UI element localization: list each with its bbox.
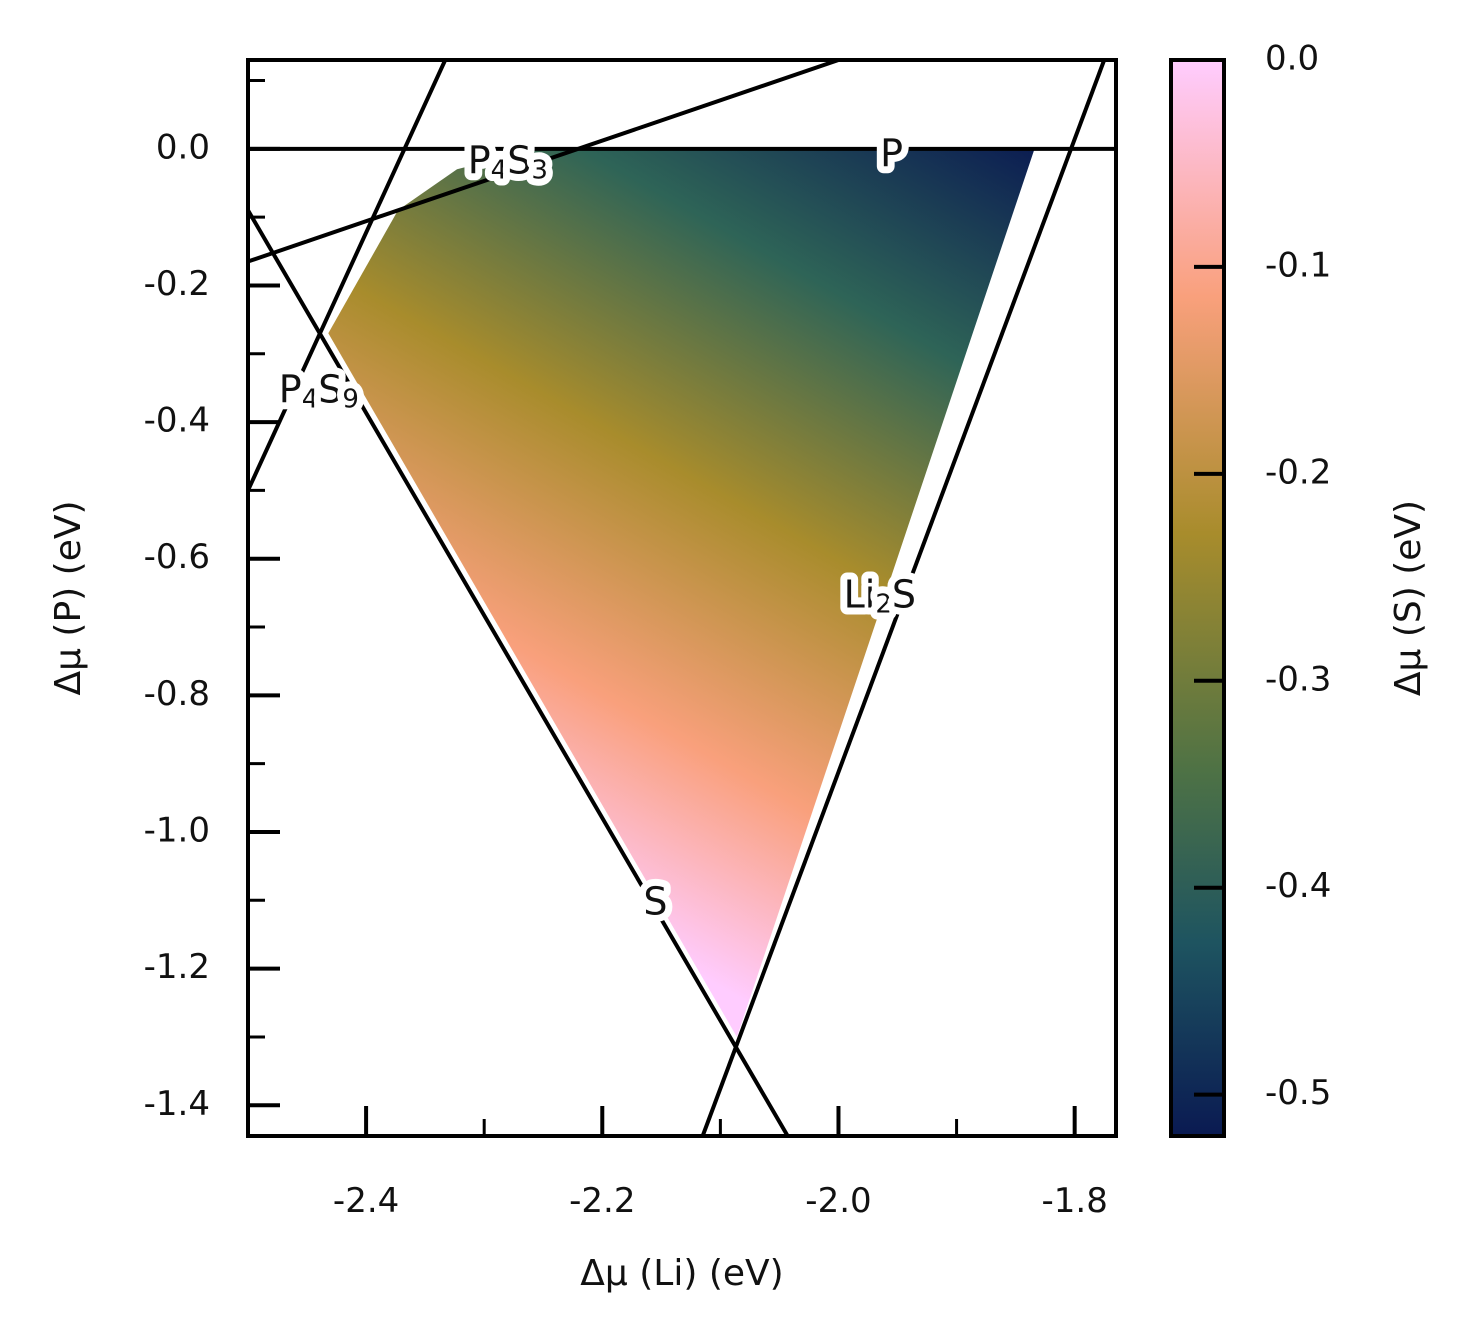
colorbar-tick-label: -0.2 <box>1265 452 1331 492</box>
y-tick-label: -0.8 <box>144 674 210 714</box>
region-label-1: P4S3 <box>468 138 548 185</box>
y-tick-label: -0.2 <box>144 264 210 304</box>
colorbar-tick-label: 0.0 <box>1265 39 1319 79</box>
x-tick-label: -2.4 <box>333 1181 399 1221</box>
colorbar-tick-label: -0.5 <box>1265 1073 1331 1113</box>
y-tick-label: -1.2 <box>144 947 210 987</box>
x-tick-label: -2.2 <box>569 1181 635 1221</box>
colorbar-tick-label: -0.1 <box>1265 245 1331 285</box>
region-label-4: S <box>643 879 667 923</box>
colorbar-gradient-bar <box>1169 58 1226 1138</box>
x-tick-label: -1.8 <box>1041 1181 1107 1221</box>
y-tick-label: -1.0 <box>144 810 210 850</box>
y-tick-label: -0.6 <box>144 537 210 577</box>
x-tick-label: -2.0 <box>805 1181 871 1221</box>
boundary-line-p4s3 <box>248 60 840 264</box>
region-label-0: P <box>880 131 903 175</box>
y-tick-label: 0.0 <box>156 127 210 167</box>
colorbar-label: Δμ (S) (eV) <box>1388 500 1429 696</box>
plot-frame <box>246 58 1118 1138</box>
colorbar: 0.0 -0.1 -0.2 -0.3 -0.4 -0.5 Δμ (S) (eV) <box>1169 39 1429 1138</box>
colorbar-tick-label: -0.3 <box>1265 659 1331 699</box>
boundary-line-s <box>248 209 790 1136</box>
region-label-2: P4S9 <box>279 367 359 414</box>
colorbar-tick-label: -0.4 <box>1265 866 1331 906</box>
stable-region <box>328 148 1035 1037</box>
y-axis-label: Δμ (P) (eV) <box>48 500 89 695</box>
y-tick-label: -0.4 <box>144 401 210 441</box>
x-axis-label: Δμ (Li) (eV) <box>580 1253 783 1294</box>
boundary-line-li2s <box>700 60 1107 1136</box>
boundary-line-p4s9 <box>248 60 448 492</box>
y-tick-label: -1.4 <box>144 1084 210 1124</box>
